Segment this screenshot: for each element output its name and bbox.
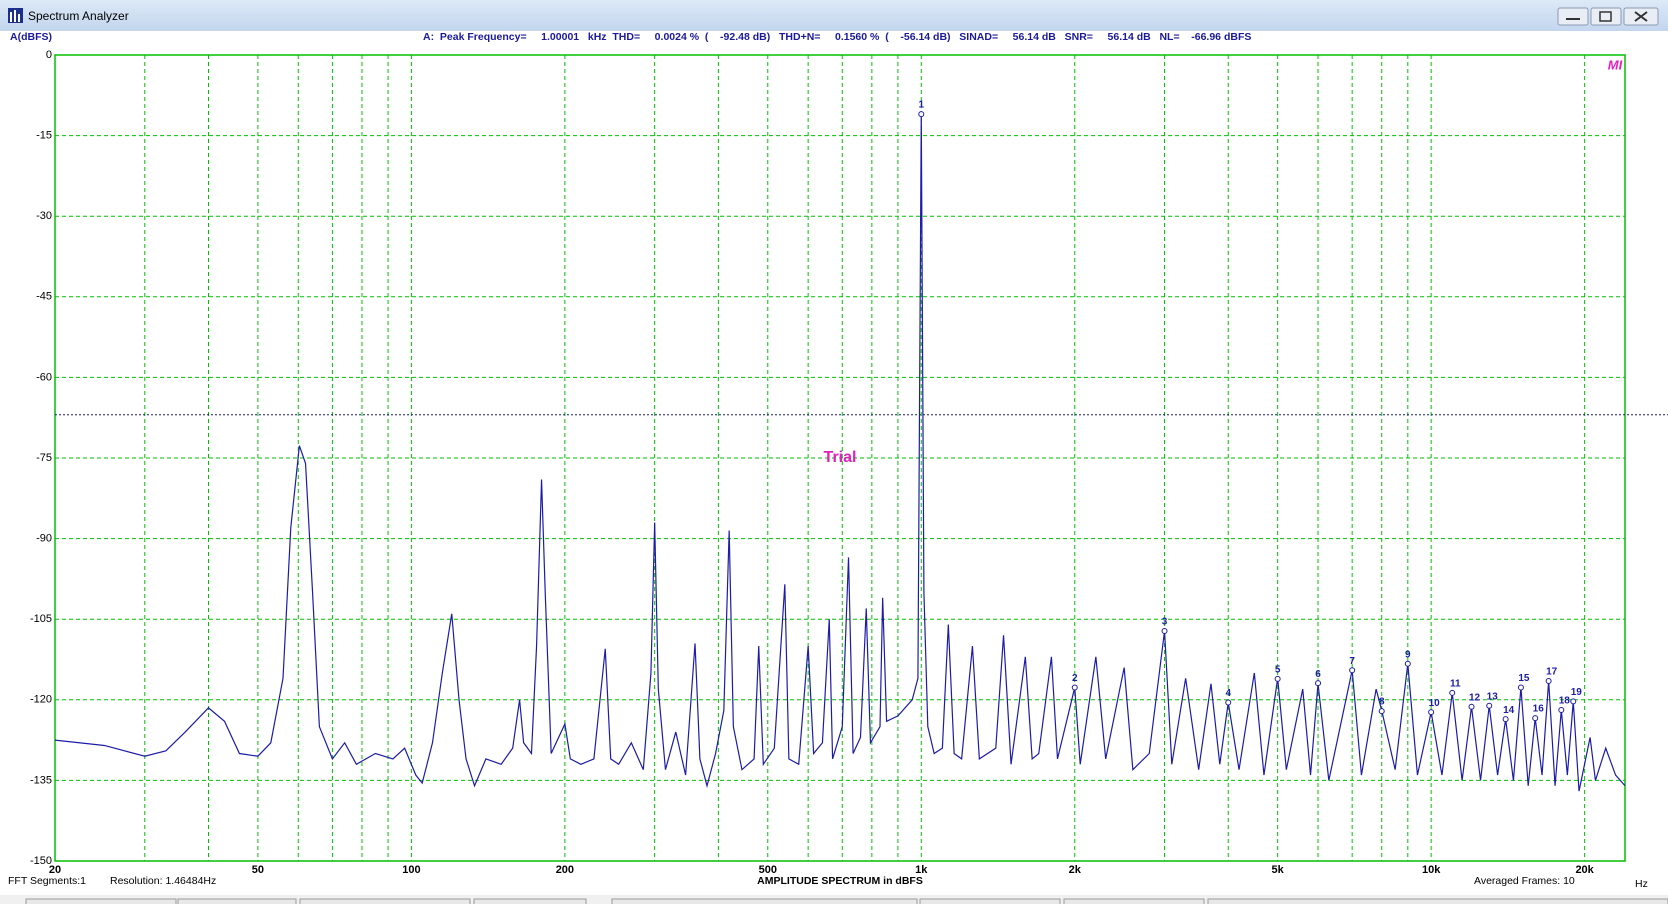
harmonic-marker — [1486, 702, 1493, 709]
maximize-button[interactable] — [1590, 7, 1622, 26]
harmonic-label: 2 — [1072, 673, 1078, 684]
harmonic-marker — [1071, 684, 1078, 691]
x-axis-label: AMPLITUDE SPECTRUM in dBFS — [757, 875, 923, 887]
harmonic-marker — [1570, 698, 1577, 705]
harmonic-label: 17 — [1546, 667, 1558, 678]
harmonic-marker — [1502, 716, 1509, 723]
x-tick-label: 5k — [1272, 864, 1285, 876]
harmonic-label: 12 — [1469, 692, 1481, 703]
watermark: Trial — [824, 449, 857, 466]
client-area — [0, 31, 1668, 895]
harmonic-label: 13 — [1487, 691, 1499, 702]
x-tick-label: 20k — [1575, 864, 1594, 876]
plot-border — [54, 54, 1626, 862]
title-bar — [0, 0, 1668, 31]
y-tick-label: 0 — [46, 49, 52, 61]
y-tick-label: -135 — [30, 774, 52, 786]
harmonic-marker — [1449, 689, 1456, 696]
x-tick-label: 2k — [1069, 864, 1082, 876]
harmonic-marker — [1532, 715, 1539, 722]
harmonic-marker — [1558, 707, 1565, 714]
harmonic-marker — [1161, 628, 1168, 635]
harmonic-label: 15 — [1518, 673, 1530, 684]
close-button[interactable] — [1623, 7, 1659, 26]
harmonic-marker — [1315, 680, 1322, 687]
resolution: Resolution: 1.46484Hz — [110, 875, 216, 887]
harmonic-marker — [918, 111, 925, 118]
bottom-tabs — [25, 898, 1668, 904]
x-tick-label: 1k — [915, 864, 928, 876]
x-tick-label: 20 — [49, 864, 61, 876]
harmonic-label: 4 — [1225, 688, 1231, 699]
harmonic-label: 5 — [1275, 664, 1281, 675]
harmonic-label: 7 — [1349, 656, 1355, 667]
harmonic-marker — [1349, 667, 1356, 674]
y-tick-label: -75 — [36, 452, 52, 464]
harmonic-label: 19 — [1571, 687, 1583, 698]
measurements: A: Peak Frequency= 1.00001 kHz THD= 0.00… — [423, 31, 1251, 43]
harmonic-marker — [1517, 684, 1524, 691]
harmonic-marker — [1404, 660, 1411, 667]
y-tick-label: -90 — [36, 533, 52, 545]
harmonic-marker — [1468, 703, 1475, 710]
harmonic-marker — [1428, 709, 1435, 716]
harmonic-label: 9 — [1405, 649, 1411, 660]
harmonic-label: 11 — [1450, 678, 1461, 689]
y-axis-label: A(dBFS) — [10, 31, 52, 43]
x-tick-label: 50 — [252, 864, 264, 876]
x-tick-label: 100 — [402, 864, 420, 876]
harmonic-label: 14 — [1503, 705, 1515, 716]
fft-segments: FFT Segments:1 — [8, 875, 86, 887]
x-unit: Hz — [1635, 878, 1648, 890]
spectrum-line — [54, 114, 1626, 792]
minimize-button[interactable] — [1557, 7, 1589, 26]
logo: MI — [1608, 57, 1623, 72]
harmonic-label: 16 — [1533, 704, 1545, 715]
y-tick-label: -105 — [30, 613, 52, 625]
window-title: Spectrum Analyzer — [28, 9, 129, 23]
y-tick-label: -45 — [36, 291, 52, 303]
harmonic-label: 10 — [1429, 698, 1441, 709]
harmonic-label: 1 — [918, 100, 924, 111]
x-tick-label: 10k — [1422, 864, 1441, 876]
y-tick-label: -15 — [36, 130, 52, 142]
y-tick-label: -150 — [30, 855, 52, 867]
harmonic-label: 18 — [1559, 696, 1571, 707]
x-tick-label: 500 — [759, 864, 777, 876]
harmonic-marker — [1545, 677, 1552, 684]
y-tick-label: -30 — [36, 210, 52, 222]
app-icon — [8, 8, 23, 23]
y-tick-label: -60 — [36, 371, 52, 383]
y-tick-label: -120 — [30, 694, 52, 706]
harmonic-label: 8 — [1379, 697, 1385, 708]
averaged-frames: Averaged Frames: 10 — [1474, 875, 1575, 887]
harmonic-marker — [1225, 699, 1232, 706]
x-tick-label: 200 — [556, 864, 574, 876]
harmonic-marker — [1274, 675, 1281, 682]
harmonic-marker — [1378, 708, 1385, 715]
harmonic-label: 6 — [1315, 669, 1321, 680]
harmonic-label: 3 — [1162, 617, 1168, 628]
